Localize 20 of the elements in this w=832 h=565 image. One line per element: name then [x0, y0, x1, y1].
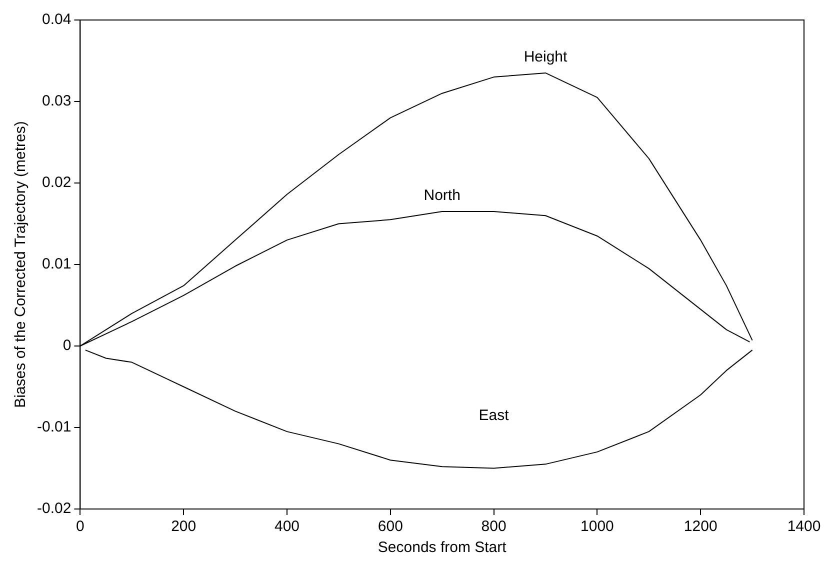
series-label: Height [524, 48, 568, 66]
y-tick-label: -0.01 [36, 418, 72, 436]
series-label: North [424, 187, 460, 204]
x-tick-label: 1000 [580, 518, 614, 536]
y-tick-label: 0.04 [42, 11, 72, 28]
y-tick-label: 0 [62, 337, 72, 354]
x-tick-label: 1400 [787, 518, 821, 536]
x-tick-label: 400 [274, 518, 300, 536]
x-axis-title: Seconds from Start [378, 539, 508, 556]
y-tick-label: 0.01 [42, 256, 72, 273]
y-tick-label: 0.03 [42, 92, 72, 110]
x-tick-label: 800 [481, 518, 506, 536]
y-tick-label: -0.02 [36, 500, 72, 518]
y-axis-title: Biases of the Corrected Trajectory (metres) [12, 121, 30, 408]
x-tick-label: 200 [171, 518, 196, 536]
x-tick-label: 1200 [684, 518, 718, 536]
text: East [478, 406, 510, 424]
x-tick-label: 0 [76, 518, 84, 536]
y-tick-label: 0.02 [42, 174, 72, 192]
x-tick-label: 600 [378, 518, 403, 536]
